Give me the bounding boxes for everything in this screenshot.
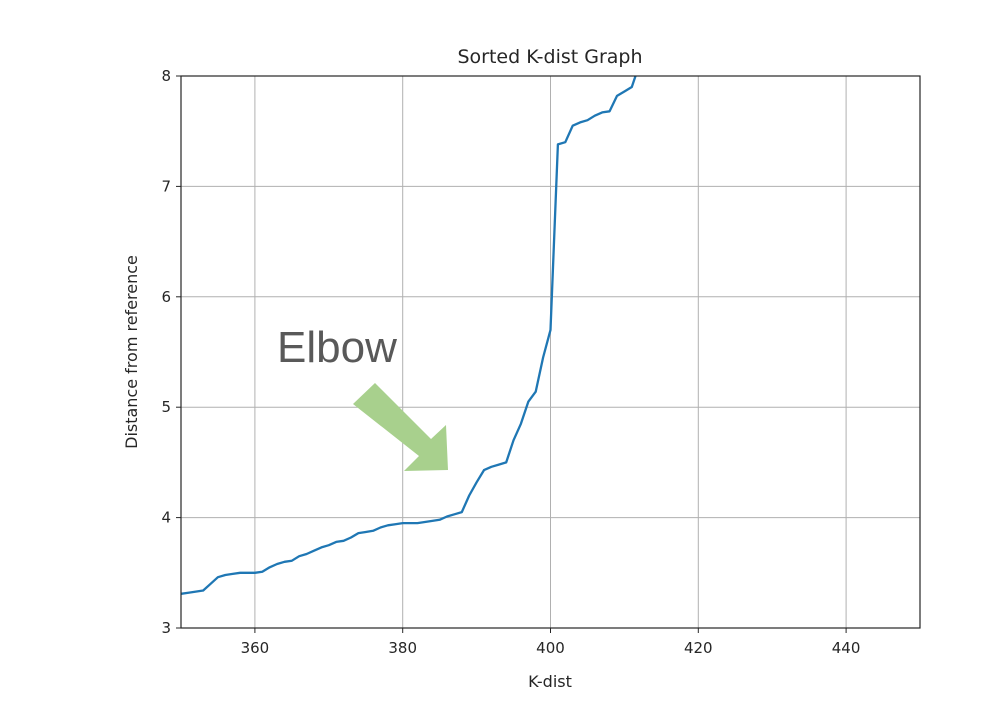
x-axis-label: K-dist: [528, 672, 572, 691]
x-tick-label: 360: [241, 639, 270, 657]
grid: [181, 76, 920, 628]
series-line: [180, 75, 637, 595]
chart-title: Sorted K-dist Graph: [457, 46, 642, 68]
y-tick-label: 7: [161, 177, 171, 195]
x-tick-label: 380: [388, 639, 417, 657]
y-tick-label: 5: [161, 398, 171, 416]
elbow-annotation: Elbow: [277, 323, 397, 372]
y-tick-label: 6: [161, 288, 171, 306]
elbow-arrow: [353, 383, 448, 471]
x-tick-label: 440: [832, 639, 861, 657]
x-tick-label: 420: [684, 639, 713, 657]
ticks: 360 380 400 420 440 3 4 5 6 7 8: [161, 67, 860, 657]
y-tick-label: 8: [161, 67, 171, 85]
y-tick-label: 3: [161, 619, 171, 637]
x-tick-label: 400: [536, 639, 565, 657]
y-axis-label: Distance from reference: [122, 255, 141, 449]
series-layer: [180, 75, 637, 595]
y-tick-label: 4: [161, 509, 171, 527]
